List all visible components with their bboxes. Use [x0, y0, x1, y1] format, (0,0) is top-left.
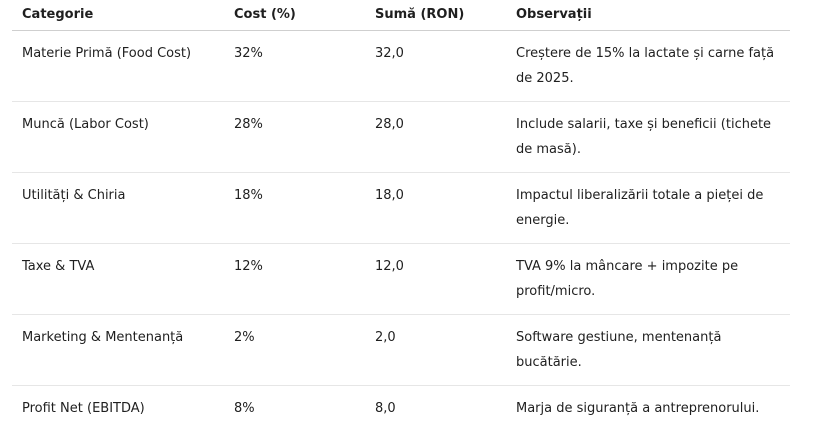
table-cell: 2%: [224, 315, 365, 386]
table-cell: Marketing & Mentenanță: [12, 315, 224, 386]
table-cell: 12%: [224, 244, 365, 315]
table-cell: TVA 9% la mâncare + impozite pe profit/m…: [506, 244, 790, 315]
header-cell: Categorie: [12, 0, 224, 31]
table-cell: Impactul liberalizării totale a pieței d…: [506, 173, 790, 244]
table-cell: Muncă (Labor Cost): [12, 102, 224, 173]
table-cell: Creștere de 15% la lactate și carne față…: [506, 31, 790, 102]
header-cell: Cost (%): [224, 0, 365, 31]
table-cell: Utilități & Chiria: [12, 173, 224, 244]
table-cell: 28%: [224, 102, 365, 173]
header-cell: Sumă (RON): [365, 0, 506, 31]
table-cell: 12,0: [365, 244, 506, 315]
header-cell: Observații: [506, 0, 790, 31]
table-cell: 8,0: [365, 386, 506, 431]
table-cell: 32%: [224, 31, 365, 102]
table-cell: Marja de siguranță a antreprenorului.: [506, 386, 790, 431]
table-cell: 18,0: [365, 173, 506, 244]
table-cell: Include salarii, taxe și beneficii (tich…: [506, 102, 790, 173]
table-cell: 2,0: [365, 315, 506, 386]
table-cell: Taxe & TVA: [12, 244, 224, 315]
table-cell: 28,0: [365, 102, 506, 173]
table-cell: Profit Net (EBITDA): [12, 386, 224, 431]
table-cell: Software gestiune, mentenanță bucătărie.: [506, 315, 790, 386]
table-cell: Materie Primă (Food Cost): [12, 31, 224, 102]
table-cell: 8%: [224, 386, 365, 431]
table-cell: 32,0: [365, 31, 506, 102]
table-cell: 18%: [224, 173, 365, 244]
